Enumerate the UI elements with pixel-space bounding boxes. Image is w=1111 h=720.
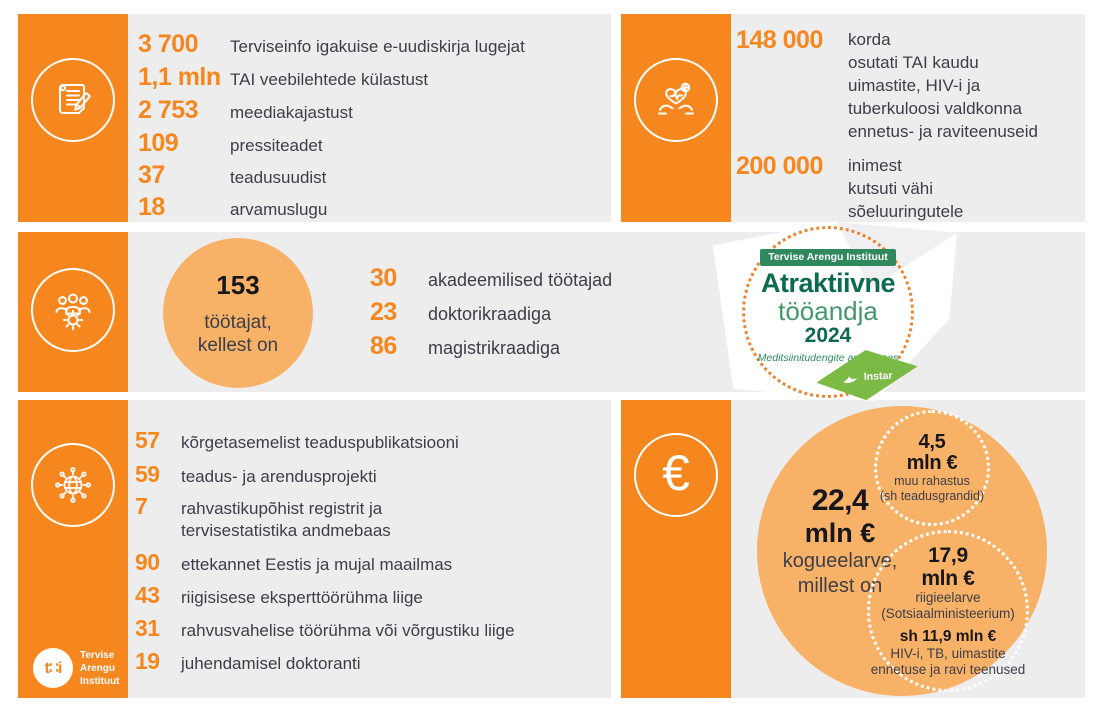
panel-budget: € 22,4 mln € kogueelarve, millest on 4,5… <box>621 400 1085 698</box>
tai-logo-mark: t∷i <box>33 648 73 688</box>
stat-row: 37 teadusuudist <box>138 161 326 190</box>
stat-row: 18 arvamuslugu <box>138 193 327 222</box>
stat-value: 37 <box>138 161 165 189</box>
budget-state-value: 17,9 <box>928 544 968 567</box>
stat-label: rahvastikupõhist registrit ja tervisesta… <box>181 499 391 540</box>
stat-value: 18 <box>138 193 165 221</box>
budget-total-value: 22,4 <box>811 484 869 517</box>
badge-year: 2024 <box>804 323 852 347</box>
stat-label: rahvusvahelise töörühma või võrgustiku l… <box>181 621 515 640</box>
stat-value: 43 <box>135 582 160 608</box>
stat-value: 148 000 <box>736 26 823 54</box>
stat-label: akadeemilised töötajad <box>428 270 613 290</box>
stat-row: 90 ettekannet Eestis ja mujal maailmas <box>135 549 452 576</box>
panel-services-sidebar <box>621 14 731 222</box>
budget-total-caption: kogueelarve, millest on <box>782 550 898 597</box>
tai-logo-name: Tervise Arengu Instituut <box>80 649 120 687</box>
stat-value: 57 <box>135 427 160 453</box>
panel-media: 3 700 Terviseinfo igakuise e-uudiskirja … <box>18 14 611 222</box>
stat-label: Terviseinfo igakuise e-uudiskirja lugeja… <box>230 37 525 56</box>
stat-value: 109 <box>138 129 179 157</box>
panel-media-sidebar <box>18 14 128 222</box>
stat-value: 200 000 <box>736 152 823 180</box>
stat-row: 59 teadus- ja arendusprojekti <box>135 461 377 488</box>
stat-label: magistrikraadiga <box>428 338 561 358</box>
badge-org-pill: Tervise Arengu Instituut <box>760 249 896 266</box>
stat-label: teadus- ja arendusprojekti <box>181 467 377 486</box>
award-badge: Tervise Arengu Instituut Atraktiivne töö… <box>710 218 970 408</box>
badge-title: Atraktiivne <box>760 268 896 298</box>
stat-row: 2 753 meediakajastust <box>138 96 353 125</box>
stat-row: 57 kõrgetasemelist teaduspublikatsiooni <box>135 427 459 454</box>
stat-row: 23 doktorikraadiga <box>370 298 551 327</box>
swan-icon <box>841 368 860 383</box>
stat-label: meediakajastust <box>230 103 353 122</box>
stat-value: 2 753 <box>138 96 199 124</box>
stat-value: 3 700 <box>138 30 199 58</box>
budget-other-unit: mln € <box>906 452 958 474</box>
stat-label: TAI veebilehtede külastust <box>230 70 429 89</box>
newsletter-pencil-icon <box>31 58 115 142</box>
stat-label: inimest kutsuti vähi sõeluuringutele <box>848 156 964 221</box>
euro-icon: € <box>634 433 718 517</box>
stat-label: doktorikraadiga <box>428 304 552 324</box>
stat-row: 31 rahvusvahelise töörühma või võrgustik… <box>135 615 515 642</box>
stat-row: 109 pressiteadet <box>138 129 323 158</box>
budget-other-circle: 4,5 mln € muu rahastus (sh teadusgrandid… <box>874 410 990 526</box>
stat-label: korda osutati TAI kaudu uimastite, HIV-i… <box>848 30 1038 141</box>
staff-total-circle: 153 töötajat, kellest on <box>163 238 313 388</box>
staff-total-value: 153 <box>216 269 260 300</box>
budget-state-unit: mln € <box>921 567 975 590</box>
badge-title-2: tööandja <box>778 295 878 326</box>
stat-row: 30 akadeemilised töötajad <box>370 264 612 293</box>
stat-row: 19 juhendamisel doktoranti <box>135 648 361 675</box>
stat-label: pressiteadet <box>230 136 323 155</box>
tai-logo: t∷i Tervise Arengu Instituut <box>33 648 119 688</box>
stat-row: 7 rahvastikupõhist registrit ja tervises… <box>135 493 391 542</box>
budget-other-value: 4,5 <box>918 431 946 453</box>
budget-circle: 22,4 mln € kogueelarve, millest on 4,5 m… <box>757 406 1047 696</box>
stat-row: 3 700 Terviseinfo igakuise e-uudiskirja … <box>138 30 525 59</box>
budget-state-sub-value: sh 11,9 mln € <box>899 628 997 645</box>
budget-total-unit: mln € <box>804 518 876 548</box>
stat-label: juhendamisel doktoranti <box>181 654 361 673</box>
budget-other-caption: muu rahastus (sh teadusgrandid) <box>879 474 985 503</box>
panel-staff-sidebar <box>18 232 128 392</box>
instar-logo: Instar <box>815 347 919 402</box>
instar-label: Instar <box>863 369 893 384</box>
stat-label: teadusuudist <box>230 168 327 187</box>
staff-total-caption: töötajat, kellest on <box>197 311 279 356</box>
panel-science-sidebar: t∷i Tervise Arengu Instituut <box>18 400 128 698</box>
stat-label: arvamuslugu <box>230 200 328 219</box>
team-gear-icon <box>31 268 115 352</box>
stat-row: 148 000 korda osutati TAI kaudu uimastit… <box>736 28 1038 143</box>
budget-state-circle: 17,9 mln € riigieelarve (Sotsiaalministe… <box>867 530 1029 692</box>
stat-row: 1,1 mln TAI veebilehtede külastust <box>138 63 428 92</box>
panel-services: 148 000 korda osutati TAI kaudu uimastit… <box>621 14 1085 222</box>
stat-value: 1,1 mln <box>138 63 221 91</box>
stat-row: 86 magistrikraadiga <box>370 332 560 361</box>
stat-row: 43 riigisisese eksperttöörühma liige <box>135 582 423 609</box>
stat-value: 7 <box>135 493 148 519</box>
panel-science: t∷i Tervise Arengu Instituut 57 kõrgetas… <box>18 400 611 698</box>
globe-network-icon <box>31 443 115 527</box>
stat-value: 23 <box>370 298 397 326</box>
stat-label: ettekannet Eestis ja mujal maailmas <box>181 555 453 574</box>
stat-value: 19 <box>135 648 160 674</box>
stat-value: 30 <box>370 264 397 292</box>
stat-value: 59 <box>135 461 160 487</box>
stat-label: riigisisese eksperttöörühma liige <box>181 588 423 607</box>
stat-row: 200 000 inimest kutsuti vähi sõeluuringu… <box>736 154 963 223</box>
badge-dotted-circle: Tervise Arengu Instituut Atraktiivne töö… <box>742 226 914 398</box>
hands-holding-heart-icon <box>634 58 718 142</box>
stat-value: 86 <box>370 332 397 360</box>
stat-value: 90 <box>135 549 160 575</box>
budget-total: 22,4 mln € kogueelarve, millest on <box>759 484 921 599</box>
budget-state-sub-caption: HIV-i, TB, uimastite ennetuse ja ravi te… <box>870 646 1026 677</box>
budget-state-caption: riigieelarve (Sotsiaalministeerium) <box>881 590 1015 621</box>
stat-label: kõrgetasemelist teaduspublikatsiooni <box>181 433 459 452</box>
stat-value: 31 <box>135 615 160 641</box>
panel-budget-sidebar: € <box>621 400 731 698</box>
